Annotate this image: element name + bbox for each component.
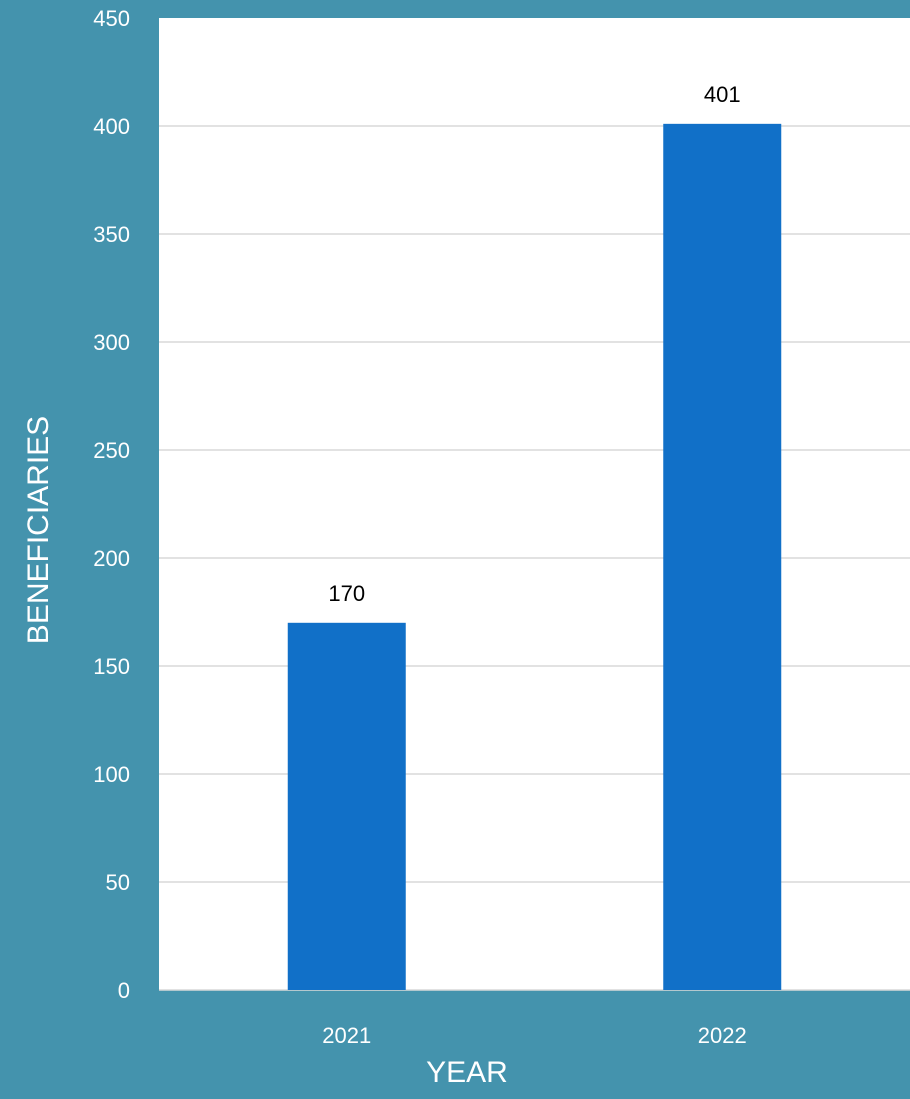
y-tick-label: 400 [93, 114, 130, 139]
y-tick-label: 300 [93, 330, 130, 355]
y-tick-label: 450 [93, 6, 130, 31]
bars [287, 123, 782, 991]
y-axis-title: BENEFICIARIES [22, 416, 55, 644]
y-tick-label: 100 [93, 762, 130, 787]
plot-area [159, 18, 910, 990]
y-tick-label: 350 [93, 222, 130, 247]
x-axis-ticks: 2021 2022 [322, 1023, 746, 1048]
y-tick-label: 200 [93, 546, 130, 571]
y-tick-label: 150 [93, 654, 130, 679]
y-axis-ticks: 0 50 100 150 200 250 300 350 400 450 [93, 6, 130, 1003]
data-labels: 170 401 [328, 82, 740, 606]
data-label: 401 [704, 82, 741, 107]
gridlines [159, 125, 910, 991]
y-tick-label: 0 [118, 978, 130, 1003]
x-axis-title: YEAR [426, 1056, 508, 1089]
data-label: 170 [328, 581, 365, 606]
bar [663, 123, 782, 991]
x-tick-label: 2021 [322, 1023, 371, 1048]
y-tick-label: 50 [106, 870, 130, 895]
y-tick-label: 250 [93, 438, 130, 463]
bar [287, 622, 406, 990]
x-tick-label: 2022 [698, 1023, 747, 1048]
